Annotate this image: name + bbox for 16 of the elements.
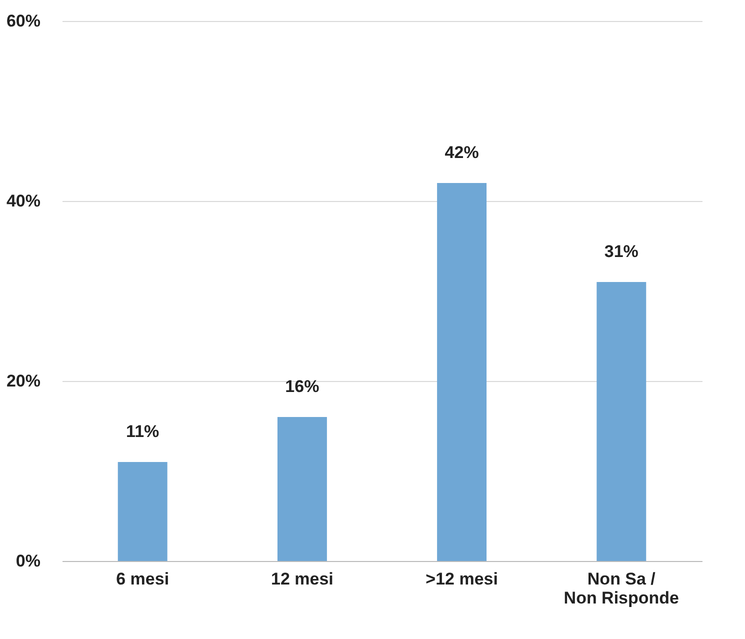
bar: [437, 183, 487, 561]
bar: [118, 462, 168, 561]
x-tick-label: 6 mesi: [116, 570, 170, 588]
bar: [277, 417, 327, 561]
x-tick-label: 12 mesi: [271, 570, 334, 588]
y-tick-label: 0%: [16, 552, 40, 570]
data-label: 11%: [126, 422, 160, 441]
data-label: 16%: [285, 377, 320, 396]
x-tick-label: >12 mesi: [426, 570, 498, 588]
x-tick-label: Non Sa / Non Risponde: [564, 570, 680, 608]
data-label: 42%: [444, 143, 479, 162]
bar: [596, 282, 646, 561]
y-tick-label: 60%: [6, 12, 40, 30]
y-tick-label: 40%: [6, 192, 40, 210]
data-label: 31%: [604, 242, 638, 261]
y-tick-label: 20%: [6, 372, 40, 390]
